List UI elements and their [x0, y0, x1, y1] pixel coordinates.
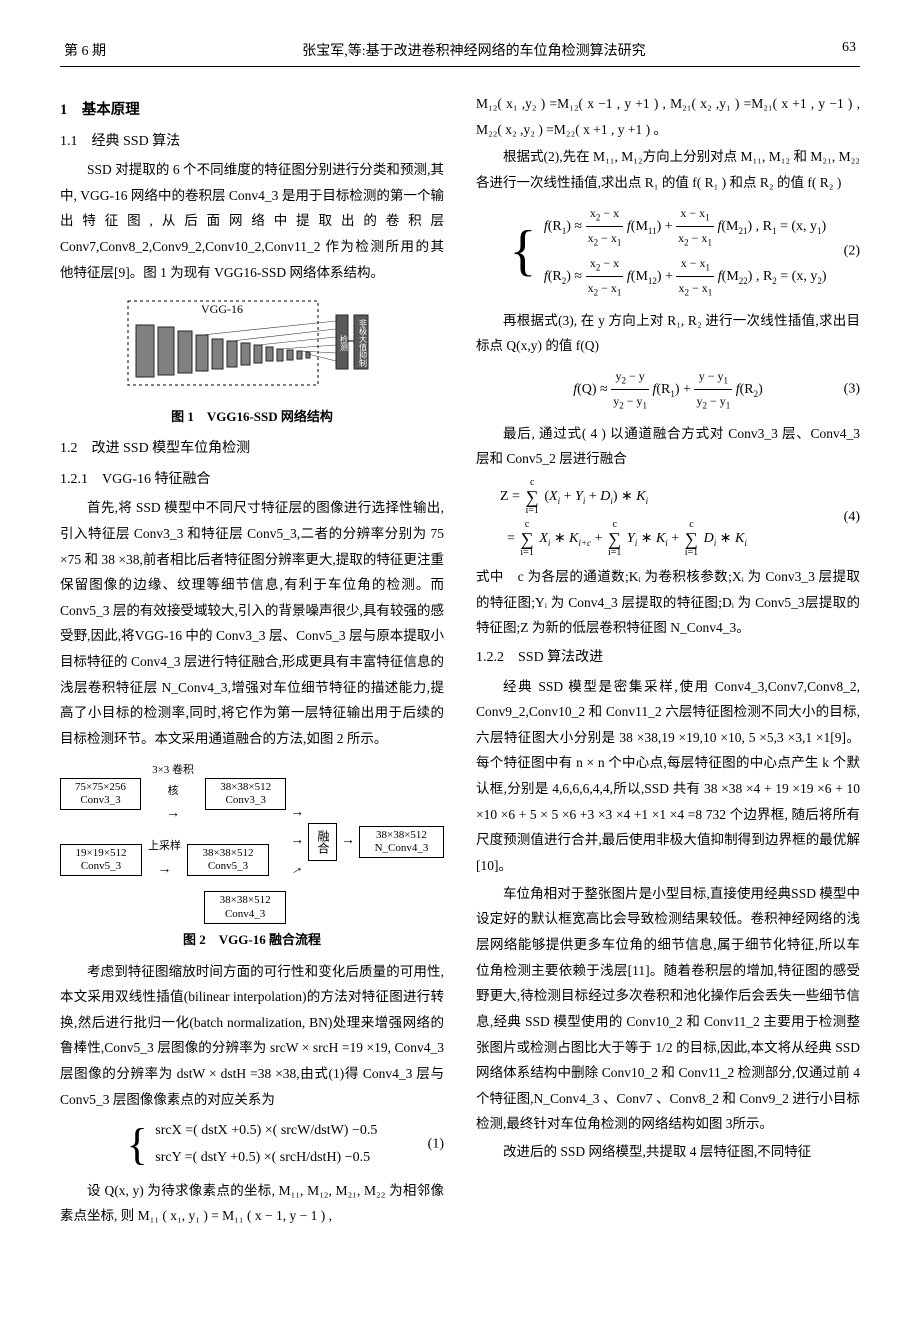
eq2-number: (2) [844, 238, 860, 265]
two-column-layout: 1 基本原理 1.1 经典 SSD 算法 SSD 对提取的 6 个不同维度的特征… [60, 91, 860, 1231]
fig2-fusion-box: 融合 [308, 823, 337, 861]
section-1-title: 1 基本原理 [60, 97, 444, 125]
arrow-right-icon: → [158, 857, 172, 884]
fig2-box-nconv4: 38×38×512N_Conv4_3 [359, 826, 444, 858]
arrow-upright-icon: → [284, 855, 309, 885]
fig1-vgg-label: VGG-16 [201, 302, 243, 316]
eq1-line1: srcX =( dstX +0.5) ×( srcW/dstW) −0.5 [155, 1123, 377, 1138]
section-1-2-2-title: 1.2.2 SSD 算法改进 [476, 645, 860, 672]
fig2-label-3x3conv: 3×3 卷积核 [147, 760, 199, 802]
para-neighbor-pixels: 设 Q(x, y) 为待求像素点的坐标, M₁₁, M₁₂, M₂₁, M₂₂ … [60, 1178, 444, 1229]
eq3-number: (3) [844, 376, 860, 403]
para-ssd-improve-1: 经典 SSD 模型是密集采样,使用 Conv4_3,Conv7,Conv8_2,… [476, 674, 860, 879]
para-eq4-explain: 式中 c 为各层的通道数;Kᵢ 为卷积核参数;Xᵢ 为 Conv3_3 层提取的… [476, 564, 860, 641]
arrow-right-icon: → [341, 828, 355, 855]
fig1-nms-label: 非极大值抑制 [359, 318, 368, 368]
para-ssd-intro: SSD 对提取的 6 个不同维度的特征图分别进行分类和预测,其中, VGG-16… [60, 157, 444, 285]
fig2-box-conv3-in: 75×75×256Conv3_3 [60, 778, 141, 810]
fig2-box-conv3-out: 38×38×512Conv3_3 [205, 778, 286, 810]
arrow-right-icon: → [290, 800, 304, 827]
figure-2-caption: 图 2 VGG-16 融合流程 [60, 928, 444, 953]
fig2-box-conv5-out: 38×38×512Conv5_3 [187, 844, 269, 876]
running-title: 张宝军,等:基于改进卷积神经网络的车位角检测算法研究 [302, 40, 645, 60]
arrow-right-icon: → [290, 828, 304, 855]
issue-number: 第 6 期 [64, 40, 106, 60]
section-1-1-title: 1.1 经典 SSD 算法 [60, 129, 444, 156]
running-header: 第 6 期 张宝军,等:基于改进卷积神经网络的车位角检测算法研究 63 [60, 40, 860, 67]
left-column: 1 基本原理 1.1 经典 SSD 算法 SSD 对提取的 6 个不同维度的特征… [60, 91, 444, 1231]
eq1-line2: srcY =( dstY +0.5) ×( srcH/dstH) −0.5 [155, 1150, 370, 1165]
para-feature-fusion: 首先,将 SSD 模型中不同尺寸特征层的图像进行选择性输出,引入特征层 Conv… [60, 495, 444, 751]
para-bilinear: 考虑到特征图缩放时间方面的可行性和变化后质量的可用性,本文采用双线性插值(bil… [60, 959, 444, 1113]
figure-1-caption: 图 1 VGG16-SSD 网络结构 [60, 405, 444, 430]
eq4-number: (4) [844, 505, 860, 532]
figure-1: VGG-16 [122, 291, 382, 401]
para-eq3-intro: 再根据式(3), 在 y 方向上对 R₁, R₂ 进行一次线性插值,求出目标点 … [476, 308, 860, 359]
section-1-2-title: 1.2 改进 SSD 模型车位角检测 [60, 436, 444, 463]
equation-1: { srcX =( dstX +0.5) ×( srcW/dstW) −0.5 … [60, 1118, 444, 1171]
page-number: 63 [842, 40, 856, 60]
para-eq2-intro: 根据式(2),先在 M₁₁, M₁₂方向上分别对点 M₁₁, M₁₂ 和 M₂₁… [476, 144, 860, 195]
vgg16-ssd-diagram-icon: VGG-16 [122, 291, 382, 401]
fig2-box-conv5-in: 19×19×512Conv5_3 [60, 844, 142, 876]
fig2-label-upsample: 上采样 [148, 836, 181, 857]
equation-3: f(Q) ≈ y2 − yy2 − y1 f(R1) + y − y1y2 − … [476, 365, 860, 415]
right-column: M₁₂( x₁ ,y₂ ) =M₁₂( x −1 , y +1 ) , M₂₁(… [476, 91, 860, 1231]
fig2-box-conv4: 38×38×512Conv4_3 [204, 891, 286, 923]
figure-2: 75×75×256Conv3_3 3×3 卷积核 → 38×38×512Conv… [60, 760, 444, 924]
para-ssd-improve-3: 改进后的 SSD 网络模型,共提取 4 层特征图,不同特征 [476, 1139, 860, 1165]
eq1-number: (1) [428, 1132, 444, 1159]
equation-2: { f(R1) ≈ x2 − xx2 − x1 f(M11) + x − x1x… [476, 202, 860, 302]
para-ssd-improve-2: 车位角相对于整张图片是小型目标,直接使用经典SSD 模型中设定好的默认框宽高比会… [476, 881, 860, 1137]
fig1-det-label: 检测 [340, 334, 349, 352]
equation-4: Z = c∑i=1 (Xi + Yi + Di) ∗ Ki = c∑i=1 Xi… [476, 478, 860, 558]
para-eq4-intro: 最后, 通过式( 4 ) 以通道融合方式对 Conv3_3 层、Conv4_3 … [476, 421, 860, 472]
section-1-2-1-title: 1.2.1 VGG-16 特征融合 [60, 467, 444, 494]
para-m-defs: M₁₂( x₁ ,y₂ ) =M₁₂( x −1 , y +1 ) , M₂₁(… [476, 91, 860, 142]
page: 第 6 期 张宝军,等:基于改进卷积神经网络的车位角检测算法研究 63 1 基本… [0, 0, 920, 1271]
arrow-right-icon: → [166, 801, 180, 828]
